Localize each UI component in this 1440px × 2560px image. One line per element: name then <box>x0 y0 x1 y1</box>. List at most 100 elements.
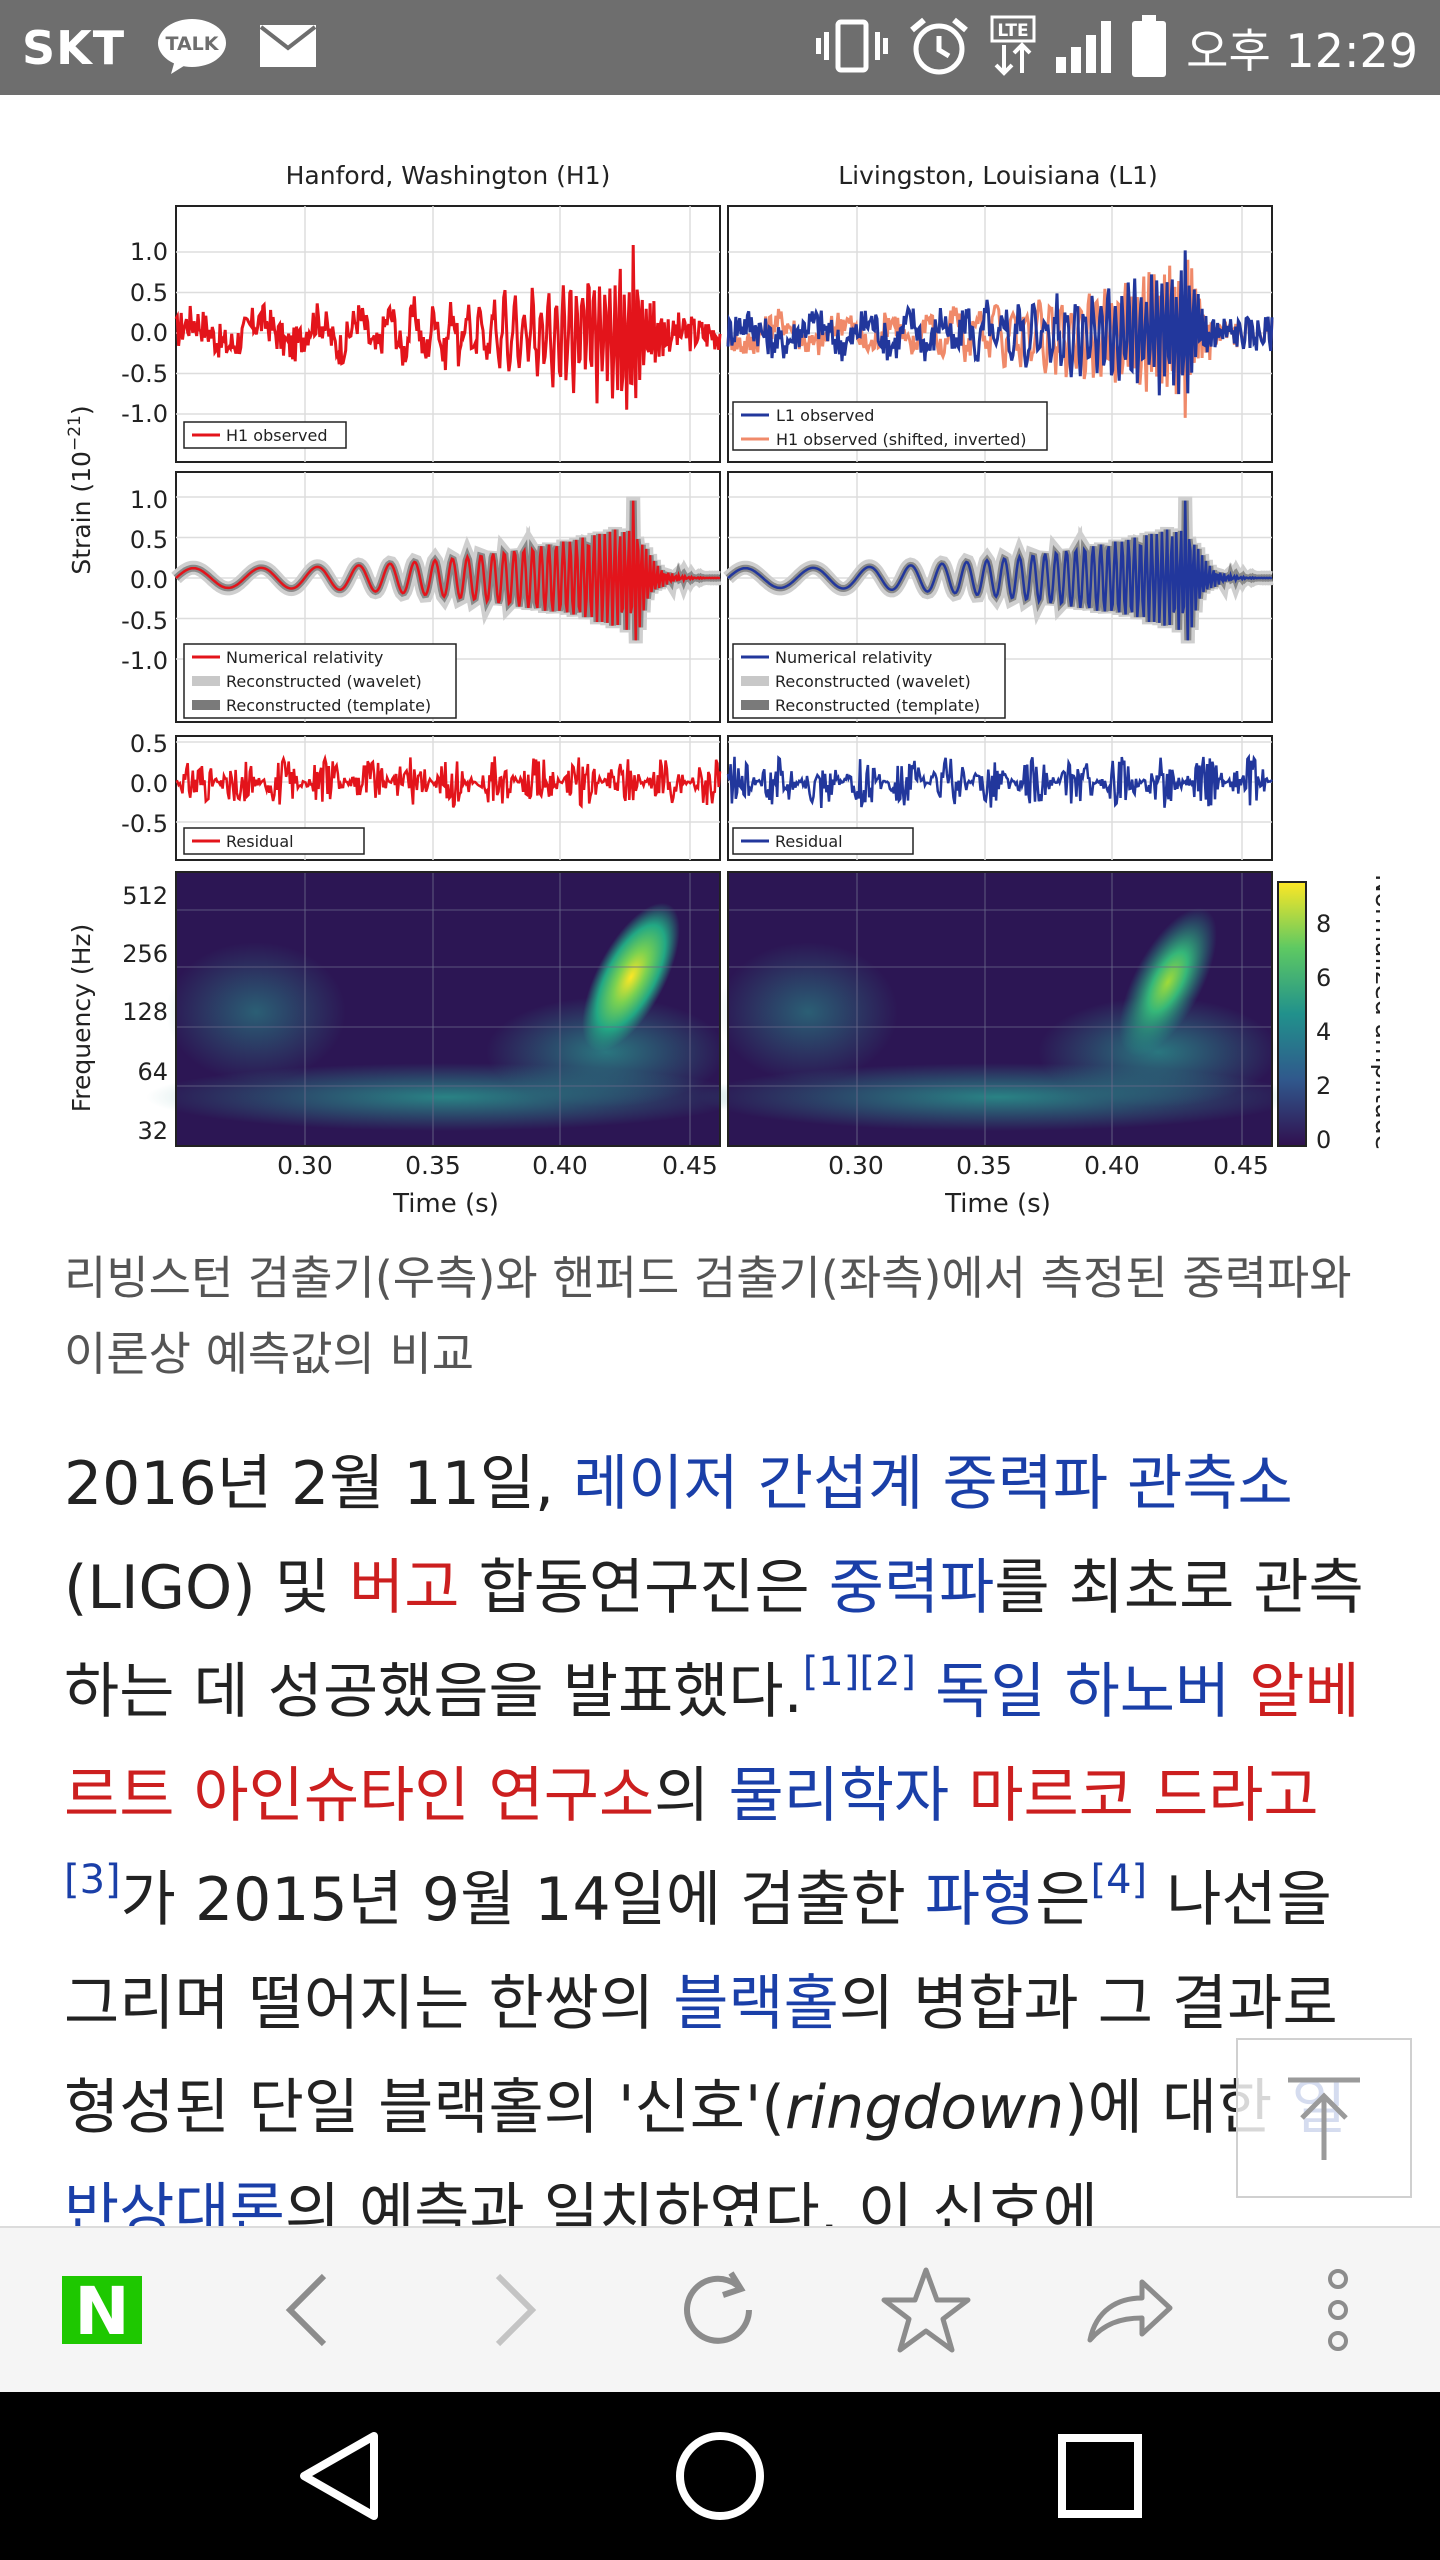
carrier-name: SKT <box>22 20 126 75</box>
ref-1[interactable]: [1] <box>802 1649 860 1695</box>
svg-text:-1.0: -1.0 <box>121 400 168 428</box>
arrow-up-icon <box>1288 2077 1360 2160</box>
text <box>916 1657 935 1727</box>
svg-text:1.0: 1.0 <box>130 486 168 514</box>
chirp-signal <box>582 902 680 1052</box>
spectrogram-frame <box>727 871 1273 1147</box>
svg-text:Numerical relativity: Numerical relativity <box>226 648 383 667</box>
link-physicist[interactable]: 물리학자 <box>728 1761 950 1831</box>
svg-text:0.35: 0.35 <box>956 1151 1012 1180</box>
figure-caption: 리빙스턴 검출기(우측)와 핸퍼드 검출기(좌측)에서 측정된 중력파와 이론상… <box>64 1251 1352 1381</box>
home-circle-icon <box>676 2432 764 2520</box>
system-navigation-bar <box>0 2392 1440 2560</box>
svg-text:0.45: 0.45 <box>1213 1151 1269 1180</box>
refresh-button[interactable] <box>638 2228 798 2392</box>
text: 은 <box>1035 1865 1091 1935</box>
svg-text:0.35: 0.35 <box>405 1151 461 1180</box>
naver-logo-text: N <box>74 2274 129 2346</box>
observed-series <box>174 244 722 410</box>
ref-2[interactable]: [2] <box>859 1649 917 1695</box>
svg-text:Numerical relativity: Numerical relativity <box>775 648 932 667</box>
svg-text:-0.5: -0.5 <box>121 810 168 838</box>
colorbar-label: Normalized amplitude <box>1370 874 1380 1150</box>
link-waveform[interactable]: 파형 <box>924 1865 1036 1935</box>
more-menu-button[interactable] <box>1258 2228 1418 2392</box>
svg-text:256: 256 <box>122 940 168 968</box>
svg-text:64: 64 <box>137 1058 168 1086</box>
lte-text: LTE <box>998 21 1029 41</box>
link-black-hole[interactable]: 블랙홀 <box>673 1969 839 2039</box>
more-icon <box>1328 2269 1348 2351</box>
mail-icon <box>259 24 317 72</box>
strain-axis-label: Strain (10−21) <box>65 405 96 574</box>
link-virgo[interactable]: 버고 <box>349 1553 460 1623</box>
text <box>949 1761 968 1831</box>
gravitational-wave-figure: Hanford, Washington (H1) Livingston, Lou… <box>60 150 1399 1230</box>
svg-text:128: 128 <box>122 998 168 1026</box>
svg-text:1.0: 1.0 <box>130 238 168 266</box>
svg-text:0.45: 0.45 <box>662 1151 718 1180</box>
link-ligo[interactable]: 레이저 간섭계 중력파 관측소 <box>573 1449 1293 1519</box>
numerical-relativity-series <box>727 500 1273 641</box>
back-button[interactable] <box>228 2228 388 2392</box>
svg-text:512: 512 <box>122 882 168 910</box>
svg-text:4: 4 <box>1316 1018 1331 1046</box>
forward-button[interactable] <box>434 2228 594 2392</box>
alarm-icon <box>908 16 970 80</box>
svg-text:Residual: Residual <box>226 832 294 851</box>
chirp-signal <box>1119 907 1217 1057</box>
legend-h1-observed: H1 observed <box>183 421 347 449</box>
numerical-relativity-series <box>175 500 721 641</box>
spectrogram-band <box>166 942 346 1082</box>
link-gravitational-wave[interactable]: 중력파 <box>828 1553 995 1623</box>
text <box>1046 1657 1065 1727</box>
svg-text:-0.5: -0.5 <box>121 607 168 635</box>
ref-3[interactable]: [3] <box>64 1857 121 1903</box>
link-hannover[interactable]: 하노버 <box>1064 1657 1231 1727</box>
browser-toolbar: N <box>0 2226 1440 2392</box>
system-back-button[interactable] <box>240 2392 440 2560</box>
kakaotalk-icon: TALK <box>155 16 229 80</box>
svg-text:-1.0: -1.0 <box>121 647 168 675</box>
right-panel-title: Livingston, Louisiana (L1) <box>838 161 1158 190</box>
spectrogram-band <box>718 942 898 1082</box>
scroll-to-top-button[interactable] <box>1236 2038 1412 2198</box>
battery-icon <box>1132 14 1167 81</box>
svg-text:0: 0 <box>1316 1126 1331 1154</box>
residual-series <box>726 753 1273 809</box>
legend-l1-observed: L1 observed H1 observed (shifted, invert… <box>732 401 1048 451</box>
observed-series <box>726 250 1274 396</box>
link-aei[interactable]: 알베르트 아인슈타인 연구소 <box>64 1657 1360 1831</box>
text: 의 예측과 일치하였다. 이 신호에 <box>284 2177 1098 2234</box>
x-tick-labels: 0.30 0.35 0.40 0.45 0.30 0.35 0.40 0.45 <box>277 1151 1269 1180</box>
svg-text:32: 32 <box>137 1117 168 1145</box>
bookmark-button[interactable] <box>846 2228 1006 2392</box>
svg-text:L1 observed: L1 observed <box>776 406 874 425</box>
legend-numerical-right: Numerical relativity Reconstructed (wave… <box>732 643 1006 719</box>
bookmark-star-icon <box>881 2267 971 2353</box>
link-germany[interactable]: 독일 <box>935 1657 1046 1727</box>
legend-residual-left: Residual <box>183 827 365 855</box>
frequency-axis-label: Frequency (Hz) <box>67 924 96 1113</box>
svg-text:Residual: Residual <box>775 832 843 851</box>
text: 가 2015년 9월 14일에 검출한 <box>120 1865 925 1935</box>
legends: H1 observed L1 observed H1 observed (shi… <box>183 401 1048 855</box>
lte-data-icon: LTE <box>990 15 1036 81</box>
ref-4[interactable]: [4] <box>1090 1857 1148 1903</box>
svg-text:Reconstructed (template): Reconstructed (template) <box>226 696 431 715</box>
signal-icon <box>1056 19 1112 77</box>
link-marco-drago[interactable]: 마르코 드라고 <box>968 1761 1319 1831</box>
forward-icon <box>495 2273 537 2347</box>
system-home-button[interactable] <box>620 2392 820 2560</box>
colorbar <box>1277 881 1307 1147</box>
back-icon <box>285 2273 327 2347</box>
naver-home-button[interactable]: N <box>22 2228 182 2392</box>
article-paragraph: 2016년 2월 11일, 레이저 간섭계 중력파 관측소 (LIGO) 및 버고… <box>64 1432 1364 2234</box>
system-recents-button[interactable] <box>1000 2392 1200 2560</box>
refresh-icon <box>684 2271 752 2344</box>
share-button[interactable] <box>1050 2228 1210 2392</box>
svg-text:Reconstructed (template): Reconstructed (template) <box>775 696 980 715</box>
share-icon <box>1087 2279 1173 2343</box>
text: 합동연구진은 <box>459 1553 829 1623</box>
text: 나선을 그리며 떨어지는 한쌍의 <box>64 1865 1332 2039</box>
